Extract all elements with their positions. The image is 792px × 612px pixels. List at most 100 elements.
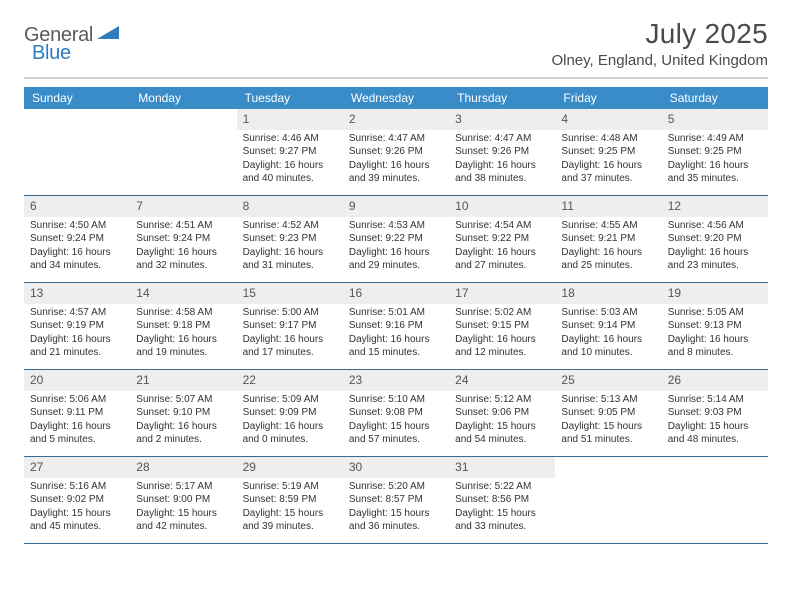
weekday-label: Monday <box>130 87 236 109</box>
sunset-line: Sunset: 9:16 PM <box>349 319 443 333</box>
day-number: 27 <box>24 457 130 478</box>
sunrise-line: Sunrise: 5:01 AM <box>349 306 443 320</box>
sunrise-line: Sunrise: 5:02 AM <box>455 306 549 320</box>
cell-body: Sunrise: 5:02 AMSunset: 9:15 PMDaylight:… <box>449 304 555 364</box>
calendar-cell: 5Sunrise: 4:49 AMSunset: 9:25 PMDaylight… <box>662 109 768 195</box>
calendar-cell: 9Sunrise: 4:53 AMSunset: 9:22 PMDaylight… <box>343 196 449 282</box>
calendar-cell: 26Sunrise: 5:14 AMSunset: 9:03 PMDayligh… <box>662 370 768 456</box>
weekday-label: Tuesday <box>237 87 343 109</box>
calendar-cell: 4Sunrise: 4:48 AMSunset: 9:25 PMDaylight… <box>555 109 661 195</box>
sunrise-line: Sunrise: 5:22 AM <box>455 480 549 494</box>
daylight-line: Daylight: 15 hours and 36 minutes. <box>349 507 443 534</box>
calendar-cell: 1Sunrise: 4:46 AMSunset: 9:27 PMDaylight… <box>237 109 343 195</box>
cell-body: Sunrise: 5:07 AMSunset: 9:10 PMDaylight:… <box>130 391 236 451</box>
sunrise-line: Sunrise: 4:48 AM <box>561 132 655 146</box>
cell-body: Sunrise: 5:14 AMSunset: 9:03 PMDaylight:… <box>662 391 768 451</box>
day-number: 28 <box>130 457 236 478</box>
sunrise-line: Sunrise: 5:03 AM <box>561 306 655 320</box>
day-number: 5 <box>662 109 768 130</box>
week-row: 6Sunrise: 4:50 AMSunset: 9:24 PMDaylight… <box>24 196 768 283</box>
cell-body: Sunrise: 5:20 AMSunset: 8:57 PMDaylight:… <box>343 478 449 538</box>
day-number: 19 <box>662 283 768 304</box>
sunset-line: Sunset: 9:02 PM <box>30 493 124 507</box>
day-number: 6 <box>24 196 130 217</box>
weekday-header-row: SundayMondayTuesdayWednesdayThursdayFrid… <box>24 87 768 109</box>
sunset-line: Sunset: 9:13 PM <box>668 319 762 333</box>
day-number: 29 <box>237 457 343 478</box>
sunset-line: Sunset: 9:08 PM <box>349 406 443 420</box>
sunset-line: Sunset: 9:24 PM <box>136 232 230 246</box>
cell-body: Sunrise: 4:55 AMSunset: 9:21 PMDaylight:… <box>555 217 661 277</box>
day-number: 17 <box>449 283 555 304</box>
cell-body: Sunrise: 5:00 AMSunset: 9:17 PMDaylight:… <box>237 304 343 364</box>
calendar-cell: 21Sunrise: 5:07 AMSunset: 9:10 PMDayligh… <box>130 370 236 456</box>
calendar-cell: 19Sunrise: 5:05 AMSunset: 9:13 PMDayligh… <box>662 283 768 369</box>
day-number: 4 <box>555 109 661 130</box>
sunset-line: Sunset: 9:17 PM <box>243 319 337 333</box>
daylight-line: Daylight: 16 hours and 35 minutes. <box>668 159 762 186</box>
sunset-line: Sunset: 9:26 PM <box>349 145 443 159</box>
daylight-line: Daylight: 16 hours and 17 minutes. <box>243 333 337 360</box>
calendar-cell: 25Sunrise: 5:13 AMSunset: 9:05 PMDayligh… <box>555 370 661 456</box>
title-block: July 2025 Olney, England, United Kingdom <box>551 18 768 69</box>
daylight-line: Daylight: 16 hours and 19 minutes. <box>136 333 230 360</box>
cell-body: Sunrise: 4:47 AMSunset: 9:26 PMDaylight:… <box>343 130 449 190</box>
sunset-line: Sunset: 9:18 PM <box>136 319 230 333</box>
weekday-label: Friday <box>555 87 661 109</box>
daylight-line: Daylight: 16 hours and 29 minutes. <box>349 246 443 273</box>
daylight-line: Daylight: 16 hours and 5 minutes. <box>30 420 124 447</box>
sunset-line: Sunset: 9:06 PM <box>455 406 549 420</box>
daylight-line: Daylight: 15 hours and 57 minutes. <box>349 420 443 447</box>
calendar-cell: 7Sunrise: 4:51 AMSunset: 9:24 PMDaylight… <box>130 196 236 282</box>
calendar-cell-empty <box>24 109 130 195</box>
calendar-cell: 6Sunrise: 4:50 AMSunset: 9:24 PMDaylight… <box>24 196 130 282</box>
sunset-line: Sunset: 9:26 PM <box>455 145 549 159</box>
sunrise-line: Sunrise: 4:58 AM <box>136 306 230 320</box>
daylight-line: Daylight: 15 hours and 54 minutes. <box>455 420 549 447</box>
header-divider <box>24 77 768 79</box>
sunrise-line: Sunrise: 5:13 AM <box>561 393 655 407</box>
calendar-cell: 24Sunrise: 5:12 AMSunset: 9:06 PMDayligh… <box>449 370 555 456</box>
cell-body: Sunrise: 5:01 AMSunset: 9:16 PMDaylight:… <box>343 304 449 364</box>
sunrise-line: Sunrise: 4:54 AM <box>455 219 549 233</box>
daylight-line: Daylight: 16 hours and 21 minutes. <box>30 333 124 360</box>
cell-body: Sunrise: 4:50 AMSunset: 9:24 PMDaylight:… <box>24 217 130 277</box>
cell-body: Sunrise: 5:22 AMSunset: 8:56 PMDaylight:… <box>449 478 555 538</box>
day-number: 16 <box>343 283 449 304</box>
calendar-cell: 29Sunrise: 5:19 AMSunset: 8:59 PMDayligh… <box>237 457 343 543</box>
daylight-line: Daylight: 16 hours and 2 minutes. <box>136 420 230 447</box>
daylight-line: Daylight: 15 hours and 48 minutes. <box>668 420 762 447</box>
calendar-cell: 3Sunrise: 4:47 AMSunset: 9:26 PMDaylight… <box>449 109 555 195</box>
cell-body: Sunrise: 5:16 AMSunset: 9:02 PMDaylight:… <box>24 478 130 538</box>
cell-body: Sunrise: 4:56 AMSunset: 9:20 PMDaylight:… <box>662 217 768 277</box>
calendar-cell: 15Sunrise: 5:00 AMSunset: 9:17 PMDayligh… <box>237 283 343 369</box>
day-number: 23 <box>343 370 449 391</box>
sunset-line: Sunset: 9:19 PM <box>30 319 124 333</box>
cell-body: Sunrise: 5:09 AMSunset: 9:09 PMDaylight:… <box>237 391 343 451</box>
sunrise-line: Sunrise: 4:55 AM <box>561 219 655 233</box>
calendar-cell: 14Sunrise: 4:58 AMSunset: 9:18 PMDayligh… <box>130 283 236 369</box>
cell-body: Sunrise: 4:54 AMSunset: 9:22 PMDaylight:… <box>449 217 555 277</box>
sunrise-line: Sunrise: 4:52 AM <box>243 219 337 233</box>
cell-body: Sunrise: 4:51 AMSunset: 9:24 PMDaylight:… <box>130 217 236 277</box>
day-number: 21 <box>130 370 236 391</box>
day-number: 22 <box>237 370 343 391</box>
day-number: 1 <box>237 109 343 130</box>
calendar-cell: 8Sunrise: 4:52 AMSunset: 9:23 PMDaylight… <box>237 196 343 282</box>
sunset-line: Sunset: 8:56 PM <box>455 493 549 507</box>
calendar-cell: 20Sunrise: 5:06 AMSunset: 9:11 PMDayligh… <box>24 370 130 456</box>
day-number: 11 <box>555 196 661 217</box>
page: General July 2025 Olney, England, United… <box>0 0 792 564</box>
sunrise-line: Sunrise: 4:49 AM <box>668 132 762 146</box>
calendar-cell-empty <box>555 457 661 543</box>
calendar-cell: 12Sunrise: 4:56 AMSunset: 9:20 PMDayligh… <box>662 196 768 282</box>
location-text: Olney, England, United Kingdom <box>551 52 768 69</box>
week-row: 13Sunrise: 4:57 AMSunset: 9:19 PMDayligh… <box>24 283 768 370</box>
sunrise-line: Sunrise: 5:14 AM <box>668 393 762 407</box>
calendar-cell: 16Sunrise: 5:01 AMSunset: 9:16 PMDayligh… <box>343 283 449 369</box>
calendar-cell: 13Sunrise: 4:57 AMSunset: 9:19 PMDayligh… <box>24 283 130 369</box>
weekday-label: Wednesday <box>343 87 449 109</box>
sunrise-line: Sunrise: 5:19 AM <box>243 480 337 494</box>
cell-body: Sunrise: 5:10 AMSunset: 9:08 PMDaylight:… <box>343 391 449 451</box>
sunrise-line: Sunrise: 4:53 AM <box>349 219 443 233</box>
